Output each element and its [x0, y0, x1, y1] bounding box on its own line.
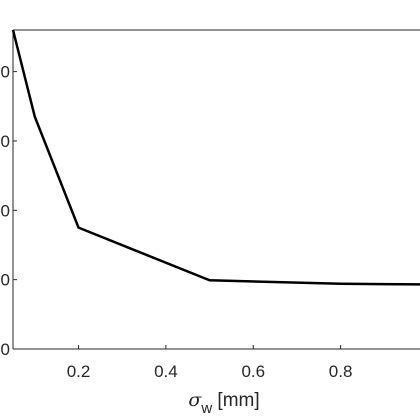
x-axis-label-subscript: w: [200, 400, 212, 417]
y-tick-label-fragment: 0: [1, 63, 10, 82]
x-tick-label: 0.4: [154, 362, 178, 381]
y-tick-label-fragment: 0: [1, 201, 10, 220]
x-axis-label-symbol: σ: [188, 389, 202, 411]
x-tick-label: 0.8: [329, 362, 353, 381]
series-group: [11, 29, 420, 286]
y-tick-label-fragment: 0: [1, 132, 10, 151]
x-tick-label: 0.6: [241, 362, 265, 381]
y-tick-label-fragment: 0: [1, 271, 10, 290]
axes: [12, 29, 420, 350]
series-line: [11, 29, 420, 286]
x-axis-label-unit: [mm]: [212, 390, 260, 411]
y-ticks: 0 0 0 0 0: [1, 63, 17, 359]
y-tick-label-fragment: 0: [1, 340, 10, 359]
x-tick-label: 0.2: [67, 362, 91, 381]
x-axis-label: σw [mm]: [188, 389, 259, 417]
x-ticks: 0.2 0.4 0.6 0.8: [67, 345, 353, 381]
